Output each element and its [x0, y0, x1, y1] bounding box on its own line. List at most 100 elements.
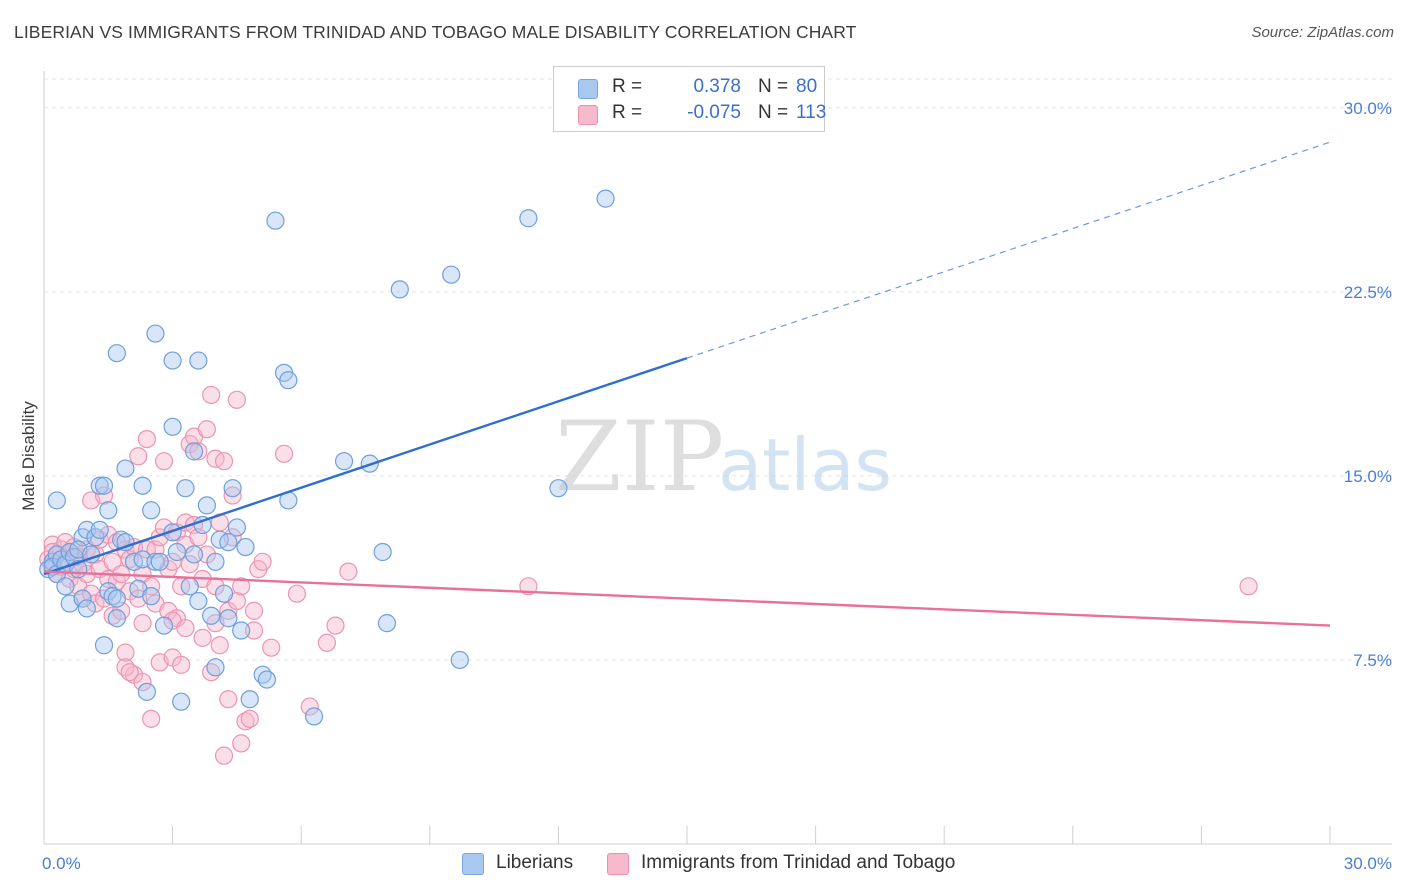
trinidad-point — [189, 442, 208, 461]
watermark-atlas: atlas — [718, 423, 892, 507]
chart-title: LIBERIAN VS IMMIGRANTS FROM TRINIDAD AND… — [14, 22, 857, 42]
trinidad-point — [339, 562, 358, 581]
liberian-point — [549, 479, 568, 498]
liberian-point — [257, 670, 277, 689]
trinidad-point — [129, 447, 148, 466]
trinidad-point — [133, 672, 152, 692]
liberian-point — [189, 351, 208, 370]
r-value: 0.378 — [693, 76, 741, 97]
liberian-point — [107, 609, 126, 628]
data-points — [39, 189, 1258, 765]
trinidad-point — [232, 577, 251, 596]
n-label: N = — [758, 102, 789, 123]
liberian-point — [90, 520, 109, 539]
watermark: ZIP atlas — [555, 401, 892, 513]
liberian-point — [137, 682, 156, 701]
y-tick-label: 30.0% — [1344, 99, 1392, 118]
liberian-point — [189, 591, 208, 611]
liberian-point — [390, 280, 409, 299]
trinidad-point — [137, 429, 156, 449]
liberian-point — [146, 324, 165, 343]
liberian-point — [279, 371, 298, 390]
trinidad-point — [232, 734, 251, 753]
liberian-point — [184, 442, 204, 461]
liberian-point — [47, 491, 66, 510]
liberian-point — [202, 606, 221, 625]
trinidad-point — [176, 618, 195, 638]
trinidad-point — [253, 552, 272, 571]
y-tick-labels: 7.5% 15.0% 22.5% 30.0% — [1344, 99, 1392, 670]
trinidad-point — [317, 633, 337, 652]
liberian-point — [154, 616, 174, 635]
liberian-point — [519, 209, 538, 228]
trinidad-point — [240, 709, 259, 728]
liberian-trend-extension — [686, 141, 1331, 359]
trinidad-point — [193, 628, 212, 647]
trinidad-legend-swatch — [607, 853, 629, 875]
trinidad-point — [142, 709, 161, 728]
stats-legend: R = 0.378 N = 80 R = -0.075 N = 113 — [553, 66, 826, 132]
liberian-point — [107, 589, 126, 608]
trinidad-point — [210, 636, 229, 655]
trinidad-point — [172, 655, 191, 674]
legend-label: Immigrants from Trinidad and Tobago — [641, 852, 956, 873]
liberian-point — [90, 476, 109, 495]
liberian-point — [99, 501, 118, 520]
n-label: N = — [758, 76, 789, 97]
trinidad-point — [94, 486, 114, 505]
liberian-point — [266, 211, 285, 230]
liberian-point — [116, 459, 135, 478]
y-tick-label: 15.0% — [1344, 467, 1392, 486]
r-label: R = — [612, 102, 643, 123]
liberian-point — [142, 501, 161, 520]
liberian-point — [206, 552, 225, 571]
liberian-point — [232, 621, 251, 640]
trend-lines — [43, 141, 1331, 627]
trinidad-point — [133, 564, 152, 584]
x-tick-label: 0.0% — [42, 854, 81, 873]
trinidad-point — [116, 643, 135, 662]
trinidad-point — [223, 486, 242, 505]
axes — [43, 71, 1392, 845]
trinidad-point — [154, 452, 174, 471]
x-tick-label: 30.0% — [1344, 854, 1392, 873]
liberian-point — [450, 650, 469, 670]
liberian-point — [442, 265, 461, 284]
liberian-point — [94, 476, 114, 495]
y-axis-label: Male Disability — [19, 401, 38, 511]
gridlines — [44, 78, 1392, 661]
trinidad-point — [244, 601, 264, 620]
liberian-point — [377, 614, 397, 633]
liberian-point — [227, 518, 246, 537]
trinidad-trend-line — [43, 570, 1331, 627]
liberian-point — [146, 552, 165, 571]
y-tick-label: 22.5% — [1344, 283, 1392, 302]
trinidad-point — [214, 746, 234, 765]
trinidad-point — [326, 616, 345, 635]
liberian-point — [56, 577, 75, 596]
trinidad-point — [274, 444, 294, 463]
liberian-point — [94, 636, 114, 655]
liberian-point — [596, 189, 615, 208]
liberian-point — [176, 479, 195, 498]
liberian-point — [334, 452, 354, 471]
liberian-point — [184, 545, 204, 564]
liberian-point — [163, 417, 182, 436]
trinidad-point — [219, 690, 238, 709]
trinidad-point — [197, 420, 216, 439]
liberian-point — [172, 692, 191, 711]
liberian-point — [219, 533, 238, 552]
trinidad-point — [120, 663, 139, 682]
trinidad-point — [214, 452, 234, 471]
liberian-point — [180, 577, 199, 596]
liberian-point — [107, 344, 126, 363]
n-value: 80 — [796, 76, 818, 97]
liberians-legend-swatch — [462, 853, 484, 875]
trinidad-point — [300, 697, 319, 716]
liberian-point — [304, 707, 324, 726]
liberian-point — [193, 515, 212, 535]
liberian-point — [240, 690, 259, 709]
liberians-swatch — [578, 79, 598, 99]
liberian-point — [163, 351, 182, 370]
liberian-point — [197, 496, 216, 515]
